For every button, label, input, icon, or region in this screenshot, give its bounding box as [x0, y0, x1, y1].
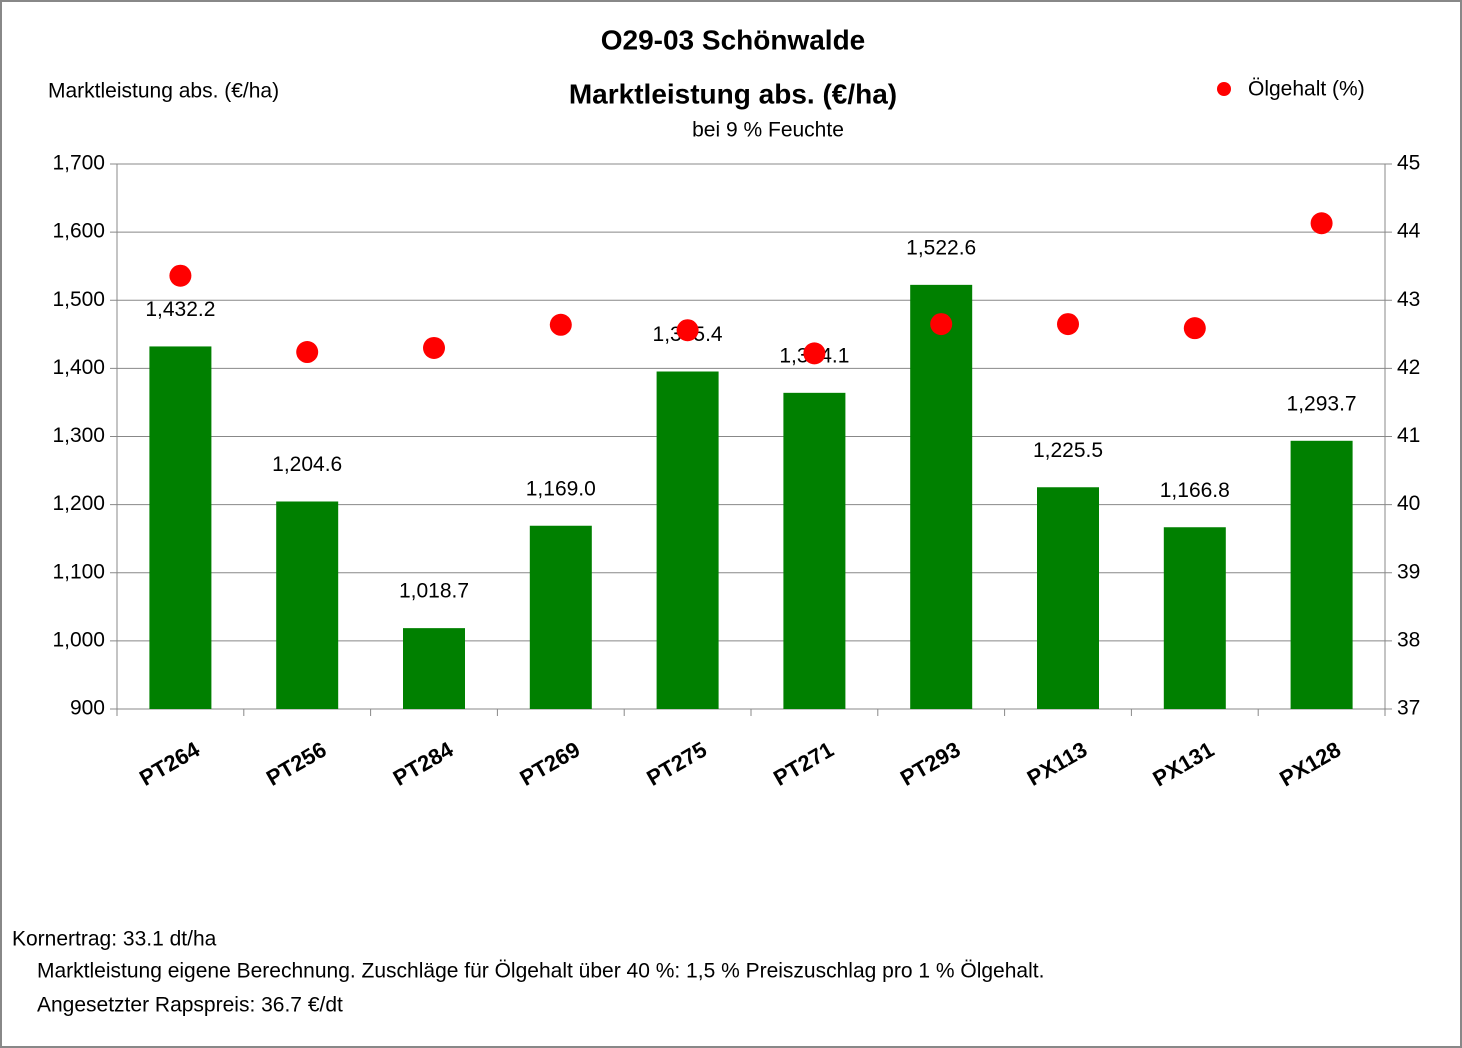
oil-point [1183, 317, 1206, 340]
y-tick-label: 1,300 [52, 424, 105, 447]
y-tick-label: 1,400 [52, 356, 105, 379]
bar [1290, 440, 1353, 709]
oil-point [296, 341, 319, 364]
bar [403, 628, 465, 709]
data-label: 1,204.6 [272, 453, 342, 476]
y-tick-label: 900 [70, 697, 105, 720]
data-label: 1,169.0 [526, 477, 596, 500]
oil-point [930, 313, 953, 336]
y2-tick-label: 40 [1397, 492, 1420, 515]
footnote: Kornertrag: 33.1 dt/ha [12, 928, 217, 951]
bar [656, 371, 719, 709]
data-label: 1,293.7 [1287, 392, 1357, 415]
oil-point [423, 336, 445, 359]
y-tick-label: 1,700 [52, 152, 105, 175]
y-tick-label: 1,100 [52, 560, 105, 583]
chart-title: O29-03 Schönwalde [601, 24, 866, 55]
data-label: 1,432.2 [145, 298, 215, 321]
footnote: Angesetzter Rapspreis: 36.7 €/dt [37, 994, 343, 1017]
chart-subtitle: Marktleistung abs. (€/ha) [569, 78, 897, 109]
bar [529, 525, 592, 709]
y2-tick-label: 39 [1397, 560, 1420, 583]
y2-tick-label: 42 [1397, 356, 1420, 379]
y-tick-label: 1,500 [52, 288, 105, 311]
bar [1163, 527, 1226, 709]
y2-tick-label: 37 [1397, 697, 1420, 720]
data-label: 1,522.6 [906, 236, 976, 259]
y-tick-label: 1,600 [52, 220, 105, 243]
y2-tick-label: 41 [1397, 424, 1420, 447]
y2-tick-label: 44 [1397, 220, 1421, 243]
oil-point [169, 264, 192, 287]
oil-point [1057, 313, 1079, 336]
y2-tick-label: 43 [1397, 288, 1420, 311]
oil-point [803, 342, 826, 365]
bar [276, 501, 339, 709]
legend-marker [1217, 82, 1231, 96]
data-label: 1,225.5 [1033, 439, 1103, 462]
y2-tick-label: 45 [1397, 152, 1420, 175]
data-label: 1,018.7 [399, 580, 469, 603]
bar [910, 284, 973, 709]
oil-point [1310, 212, 1333, 235]
footnote: Marktleistung eigene Berechnung. Zuschlä… [37, 960, 1044, 983]
bar [783, 392, 846, 709]
oil-point [676, 319, 699, 342]
y-tick-label: 1,200 [52, 492, 105, 515]
y2-tick-label: 38 [1397, 628, 1420, 651]
data-label: 1,166.8 [1160, 479, 1230, 502]
y-tick-label: 1,000 [52, 628, 105, 651]
bar [1037, 487, 1099, 709]
oil-point [549, 313, 572, 336]
legend-label: Ölgehalt (%) [1248, 78, 1365, 101]
bar [149, 346, 212, 709]
chart-subtitle-2: bei 9 % Feuchte [692, 119, 844, 142]
y-axis-label: Marktleistung abs. (€/ha) [48, 80, 279, 103]
